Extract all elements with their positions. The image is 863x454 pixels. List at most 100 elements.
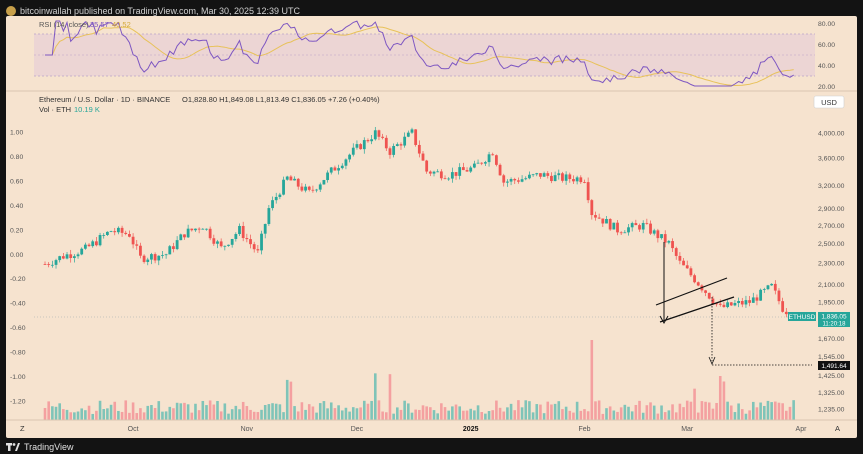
volume-bar — [113, 401, 117, 420]
candle-body — [403, 136, 407, 146]
auto-scale-button[interactable]: A — [835, 424, 840, 433]
candle-body — [623, 232, 627, 234]
volume-bar — [762, 405, 766, 420]
candle-body — [329, 167, 333, 173]
volume-bar — [326, 408, 329, 420]
volume-bar — [443, 407, 447, 420]
volume-bar — [370, 400, 373, 420]
target-arrow-icon — [708, 356, 716, 366]
candle-body — [190, 228, 194, 231]
volume-bar — [271, 403, 274, 420]
candle-body — [216, 241, 219, 244]
bear-flag-drawing[interactable] — [655, 242, 812, 366]
volume-bar — [513, 410, 517, 420]
volume-bar — [491, 410, 495, 420]
chart-panel[interactable]: RSI (14, close) 35.57 40.52 80.00 60.00 40… — [6, 16, 857, 438]
candle-body — [271, 200, 274, 209]
volume-bar — [377, 400, 381, 420]
candle-body — [304, 186, 307, 191]
candle-body — [597, 217, 601, 219]
volume-bar — [432, 410, 436, 420]
volume-bar — [146, 405, 150, 420]
volume-bar — [506, 407, 509, 420]
flag-lower-trendline[interactable] — [659, 296, 735, 323]
candle-body — [94, 241, 98, 246]
volume-bar — [715, 402, 718, 420]
volume-bar — [542, 413, 546, 420]
volume-bar — [267, 404, 271, 420]
candle-body — [550, 175, 553, 182]
candle-body — [726, 302, 729, 308]
volume-bar — [183, 402, 186, 420]
candle-body — [344, 159, 348, 166]
rsi-value: 35.57 — [90, 20, 109, 29]
footer-brand: TradingView — [24, 442, 74, 452]
volume-bar — [65, 409, 69, 420]
volume-bar — [557, 401, 561, 420]
volume-bar — [693, 388, 696, 420]
candle-body — [105, 231, 109, 235]
volume-bar — [751, 401, 755, 420]
candle-body — [674, 248, 678, 256]
flag-upper-trendline[interactable] — [655, 277, 728, 306]
volume-bar — [737, 403, 740, 420]
time-label: Apr — [796, 426, 808, 433]
tradingview-chart[interactable]: RSI (14, close) 35.57 40.52 80.00 60.00 40… — [6, 16, 857, 438]
volume-bar — [153, 407, 157, 420]
volume-bar — [135, 413, 139, 420]
left-tick-label: -0.60 — [10, 325, 26, 332]
volume-bar — [759, 402, 762, 420]
candle-body — [656, 230, 660, 239]
volume-bar — [509, 403, 513, 420]
volume-bar — [740, 409, 744, 420]
volume-bar — [95, 410, 98, 420]
candle-body — [366, 140, 370, 142]
currency-button[interactable] — [813, 95, 845, 109]
volume-bar — [315, 412, 318, 420]
volume-bar — [84, 410, 87, 420]
volume-bar — [157, 401, 161, 420]
candle-body — [87, 244, 91, 247]
candle-body — [627, 227, 630, 233]
volume-bar — [546, 401, 550, 420]
candle-body — [333, 167, 337, 171]
volume-bar — [230, 409, 234, 420]
volume-bar — [109, 404, 113, 420]
candle-body — [223, 245, 227, 247]
volume-bar — [311, 406, 315, 420]
candle-body — [605, 219, 608, 224]
candle-body — [113, 231, 117, 233]
candle-body — [359, 144, 363, 150]
rsi-tick-label: 20.00 — [818, 84, 835, 91]
volume-bar — [69, 412, 72, 420]
candle-body — [340, 165, 344, 169]
candle-body — [660, 234, 663, 239]
volume-bar — [429, 407, 432, 420]
volume-bar — [704, 401, 707, 420]
candle-body — [267, 208, 271, 224]
avatar — [6, 6, 16, 16]
rsi-label: RSI (14, close) — [39, 20, 89, 29]
volume-bar — [76, 411, 80, 420]
volume-bar — [403, 400, 406, 420]
candle-body — [425, 160, 429, 172]
candle-body — [729, 302, 733, 306]
volume-bar — [660, 405, 663, 420]
volume-bar — [649, 402, 652, 420]
volume-bar — [304, 409, 307, 420]
volume-bar — [774, 401, 777, 420]
candle-body — [337, 168, 340, 171]
volume-bar — [58, 403, 61, 420]
volume-bar — [605, 408, 608, 420]
left-corner-label[interactable]: Z — [20, 424, 25, 433]
time-label: Oct — [128, 426, 139, 433]
candle-body — [590, 200, 594, 216]
candle-body — [234, 234, 238, 240]
candle-body — [197, 228, 201, 230]
volume-bar — [572, 412, 575, 420]
volume-bar — [671, 404, 674, 420]
volume-label: Vol · ETH — [39, 105, 71, 114]
volume-bar — [524, 400, 528, 420]
price-tick-label: 1,545.00 — [818, 354, 845, 361]
candle-body — [711, 298, 715, 304]
